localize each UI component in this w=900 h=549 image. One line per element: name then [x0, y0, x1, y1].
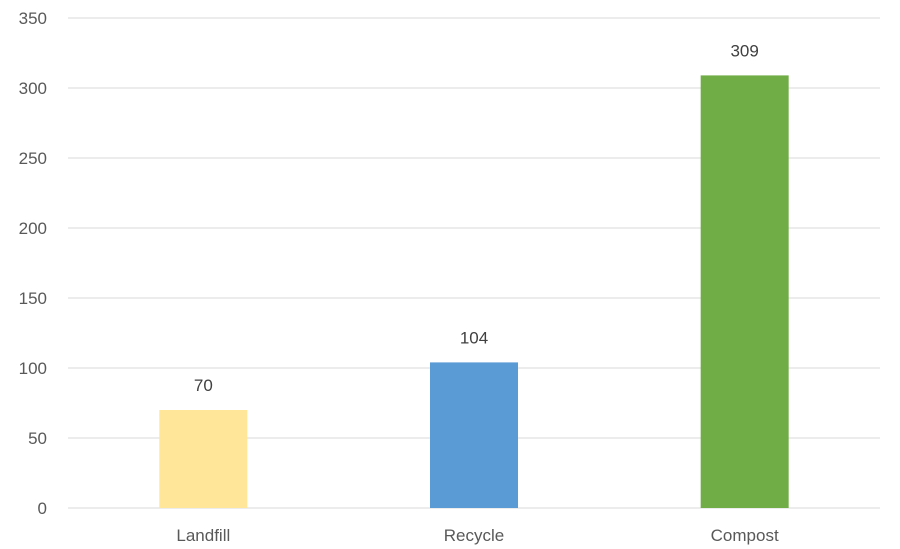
y-tick-label: 50 — [28, 429, 47, 448]
y-tick-label: 100 — [19, 359, 47, 378]
bar-recycle — [430, 362, 518, 508]
y-axis: 0 50 100 150 200 250 300 350 — [19, 9, 47, 518]
y-tick-label: 0 — [38, 499, 47, 518]
data-labels: 70 104 309 — [194, 41, 759, 395]
y-tick-label: 300 — [19, 79, 47, 98]
data-label-landfill: 70 — [194, 376, 213, 395]
bars — [159, 75, 789, 509]
x-axis: Landfill Recycle Compost — [176, 526, 779, 545]
data-label-compost: 309 — [730, 41, 758, 60]
bar-compost — [700, 75, 789, 509]
y-tick-label: 200 — [19, 219, 47, 238]
y-tick-label: 250 — [19, 149, 47, 168]
y-tick-label: 150 — [19, 289, 47, 308]
bar-landfill — [159, 410, 248, 508]
x-tick-label-recycle: Recycle — [444, 526, 504, 545]
y-tick-label: 350 — [19, 9, 47, 28]
x-tick-label-compost: Compost — [711, 526, 779, 545]
x-tick-label-landfill: Landfill — [176, 526, 230, 545]
data-label-recycle: 104 — [460, 328, 488, 347]
